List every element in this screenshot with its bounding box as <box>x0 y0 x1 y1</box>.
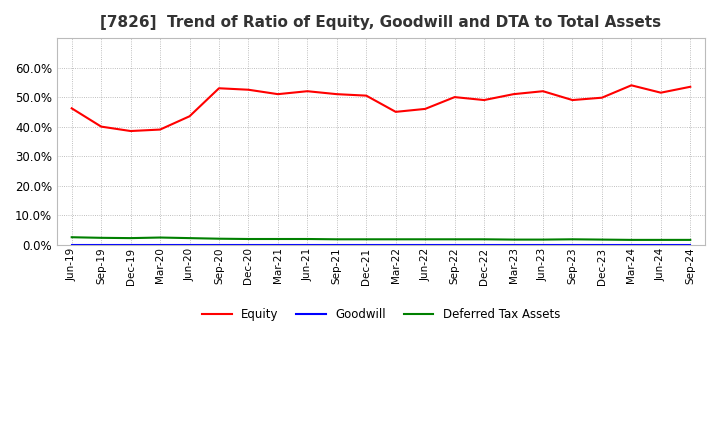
Deferred Tax Assets <box>627 237 636 242</box>
Deferred Tax Assets <box>392 237 400 242</box>
Goodwill <box>509 242 518 247</box>
Deferred Tax Assets <box>333 237 341 242</box>
Equity <box>215 86 223 91</box>
Goodwill <box>598 242 606 247</box>
Equity <box>333 92 341 97</box>
Equity <box>244 87 253 92</box>
Equity <box>303 88 312 94</box>
Deferred Tax Assets <box>303 236 312 242</box>
Deferred Tax Assets <box>686 237 695 242</box>
Goodwill <box>686 242 695 247</box>
Title: [7826]  Trend of Ratio of Equity, Goodwill and DTA to Total Assets: [7826] Trend of Ratio of Equity, Goodwil… <box>100 15 662 30</box>
Goodwill <box>392 242 400 247</box>
Equity <box>362 93 371 98</box>
Deferred Tax Assets <box>421 237 430 242</box>
Goodwill <box>244 242 253 247</box>
Line: Deferred Tax Assets: Deferred Tax Assets <box>72 237 690 240</box>
Deferred Tax Assets <box>274 236 282 242</box>
Equity <box>97 124 106 129</box>
Deferred Tax Assets <box>156 235 164 240</box>
Equity <box>274 92 282 97</box>
Goodwill <box>303 242 312 247</box>
Equity <box>568 97 577 103</box>
Goodwill <box>97 242 106 247</box>
Equity <box>421 106 430 112</box>
Goodwill <box>68 242 76 247</box>
Deferred Tax Assets <box>568 237 577 242</box>
Equity <box>156 127 164 132</box>
Deferred Tax Assets <box>185 235 194 241</box>
Goodwill <box>126 242 135 247</box>
Legend: Equity, Goodwill, Deferred Tax Assets: Equity, Goodwill, Deferred Tax Assets <box>197 303 564 326</box>
Equity <box>686 84 695 89</box>
Deferred Tax Assets <box>126 235 135 241</box>
Equity <box>627 83 636 88</box>
Equity <box>480 97 488 103</box>
Goodwill <box>657 242 665 247</box>
Deferred Tax Assets <box>509 237 518 242</box>
Equity <box>539 88 547 94</box>
Equity <box>509 92 518 97</box>
Deferred Tax Assets <box>215 236 223 242</box>
Deferred Tax Assets <box>450 237 459 242</box>
Goodwill <box>568 242 577 247</box>
Goodwill <box>627 242 636 247</box>
Equity <box>392 109 400 114</box>
Goodwill <box>274 242 282 247</box>
Goodwill <box>362 242 371 247</box>
Deferred Tax Assets <box>480 237 488 242</box>
Deferred Tax Assets <box>539 237 547 242</box>
Equity <box>126 128 135 134</box>
Deferred Tax Assets <box>598 237 606 242</box>
Line: Equity: Equity <box>72 85 690 131</box>
Goodwill <box>333 242 341 247</box>
Deferred Tax Assets <box>68 235 76 240</box>
Deferred Tax Assets <box>97 235 106 241</box>
Equity <box>68 106 76 111</box>
Equity <box>185 114 194 119</box>
Deferred Tax Assets <box>244 236 253 242</box>
Goodwill <box>215 242 223 247</box>
Goodwill <box>450 242 459 247</box>
Goodwill <box>421 242 430 247</box>
Equity <box>657 90 665 95</box>
Equity <box>598 95 606 100</box>
Goodwill <box>539 242 547 247</box>
Goodwill <box>156 242 164 247</box>
Goodwill <box>185 242 194 247</box>
Goodwill <box>480 242 488 247</box>
Equity <box>450 95 459 100</box>
Deferred Tax Assets <box>657 237 665 242</box>
Deferred Tax Assets <box>362 237 371 242</box>
